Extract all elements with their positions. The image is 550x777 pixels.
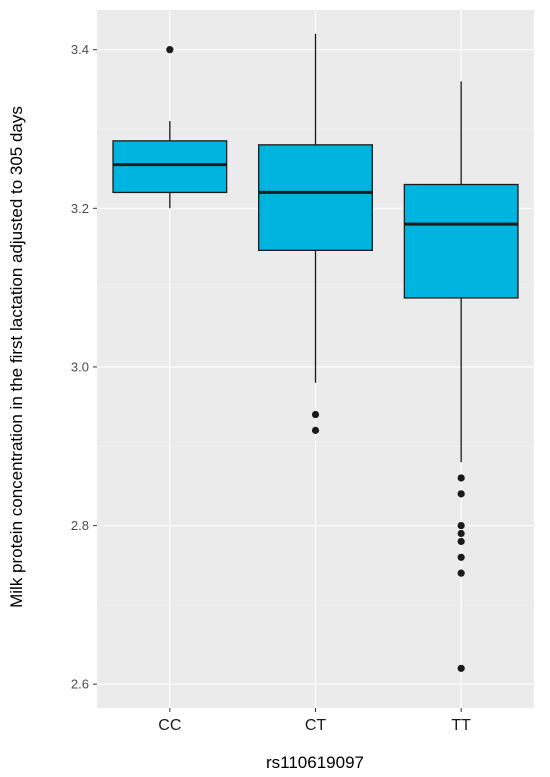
box-group-ct bbox=[258, 33, 373, 434]
iqr-box bbox=[403, 183, 519, 299]
y-tick-label: 3.0 bbox=[71, 359, 89, 374]
y-tick-label: 3.2 bbox=[71, 201, 89, 216]
x-tick-label: CT bbox=[305, 717, 327, 734]
outlier-point bbox=[457, 474, 465, 482]
x-axis-title: rs110619097 bbox=[266, 753, 364, 772]
outlier-point bbox=[311, 426, 320, 434]
outlier-point bbox=[457, 569, 465, 577]
box-group-tt bbox=[403, 81, 519, 672]
outlier-point bbox=[457, 529, 465, 538]
x-axis: CC CT TT bbox=[158, 708, 471, 734]
outlier-point bbox=[457, 490, 465, 498]
x-tick-label: CC bbox=[158, 717, 181, 734]
y-tick-label: 2.8 bbox=[71, 518, 89, 533]
y-axis: 2.6 2.8 3.0 3.2 3.4 bbox=[71, 42, 97, 692]
outlier-point bbox=[457, 537, 465, 546]
box-group-cc bbox=[112, 46, 228, 209]
box-series bbox=[112, 33, 519, 672]
x-tick-label: TT bbox=[451, 717, 471, 734]
y-tick-label: 3.4 bbox=[71, 42, 89, 57]
iqr-box bbox=[112, 140, 228, 194]
outlier-point bbox=[311, 410, 320, 419]
y-tick-label: 2.6 bbox=[71, 677, 89, 692]
iqr-box bbox=[258, 144, 373, 251]
y-axis-title: Milk protein concentration in the first … bbox=[7, 106, 26, 608]
outlier-point bbox=[457, 521, 465, 530]
outlier-point bbox=[166, 46, 174, 54]
outlier-point bbox=[457, 664, 465, 672]
outlier-point bbox=[457, 553, 465, 561]
